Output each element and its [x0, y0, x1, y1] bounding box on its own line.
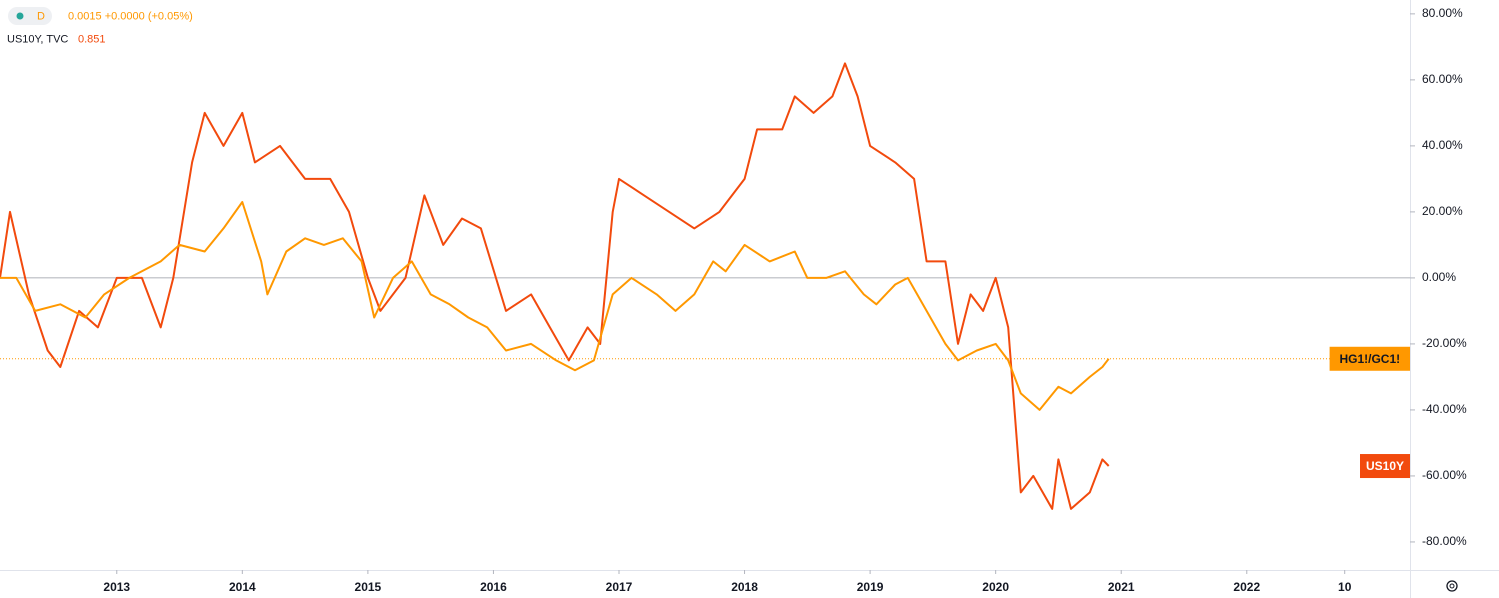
- x-tick-label: 2015: [355, 580, 382, 594]
- y-tick-label: 20.00%: [1422, 204, 1463, 218]
- y-tick-label: -80.00%: [1422, 534, 1467, 548]
- series-line: [0, 201, 1110, 411]
- series-label-box: [1329, 346, 1410, 371]
- y-tick-label: 0.00%: [1422, 270, 1456, 284]
- series-label: HG1!/GC1!: [1339, 352, 1400, 366]
- y-tick-label: 80.00%: [1422, 6, 1463, 20]
- x-tick-label: 2020: [982, 580, 1009, 594]
- quote: 0.0015 +0.0000 (+0.05%): [68, 10, 193, 22]
- x-tick-label: 2022: [1233, 580, 1260, 594]
- x-tick-label: 2018: [731, 580, 758, 594]
- settings-icon[interactable]: [1446, 580, 1458, 592]
- series-label: US10Y: [1366, 459, 1404, 473]
- status-dot: [16, 12, 24, 20]
- x-tick-label: 2017: [606, 580, 633, 594]
- x-tick-label: 10: [1338, 580, 1352, 594]
- y-tick-label: -40.00%: [1422, 402, 1467, 416]
- x-tick-label: 2021: [1108, 580, 1135, 594]
- symbol-value: 0.851: [78, 33, 106, 45]
- interval: D: [37, 10, 45, 22]
- series-line: [0, 62, 1110, 510]
- x-tick-label: 2016: [480, 580, 507, 594]
- y-tick-label: 60.00%: [1422, 72, 1463, 86]
- x-tick-label: 2019: [857, 580, 884, 594]
- series-label-box: [1360, 454, 1410, 479]
- y-tick-label: -20.00%: [1422, 336, 1467, 350]
- symbol: US10Y, TVC: [7, 33, 68, 45]
- y-tick-label: 40.00%: [1422, 138, 1463, 152]
- x-tick-label: 2013: [103, 580, 130, 594]
- y-tick-label: -60.00%: [1422, 468, 1467, 482]
- x-tick-label: 2014: [229, 580, 256, 594]
- interval-pill[interactable]: [8, 7, 52, 25]
